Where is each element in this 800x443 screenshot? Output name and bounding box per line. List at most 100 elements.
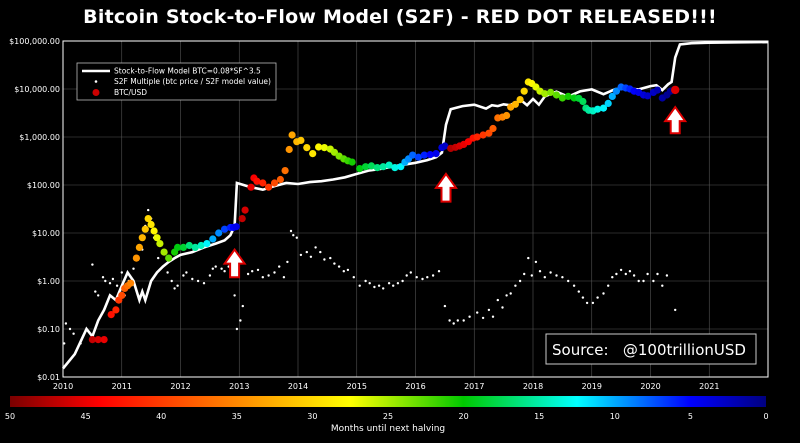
s2f-multiple-point (496, 298, 499, 302)
btc-usd-series (88, 78, 680, 344)
s2f-multiple-point (64, 322, 68, 325)
y-tick-label: $10,000.00 (14, 85, 60, 94)
s2f-multiple-point (261, 276, 264, 279)
s2f-multiple-point (656, 272, 659, 276)
colorbar-tick-label: 50 (5, 412, 15, 421)
s2f-multiple-point (555, 274, 558, 277)
btc-usd-point (160, 248, 168, 256)
s2f-multiple-point (674, 308, 677, 312)
s2f-multiple-series (62, 208, 677, 345)
s2f-multiple-point (387, 282, 391, 285)
s2f-multiple-point (501, 306, 504, 309)
y-tick-label: $100,000.00 (9, 37, 60, 46)
btc-usd-point (520, 87, 528, 95)
btc-usd-point (135, 243, 143, 251)
colorbar-tick-label: 5 (688, 412, 693, 421)
s2f-multiple-point (505, 294, 508, 297)
s2f-multiple-point (476, 311, 479, 314)
s2f-multiple-point (305, 250, 308, 254)
s2f-multiple-point (286, 260, 289, 264)
colorbar-tick-label: 10 (610, 412, 620, 421)
btc-usd-point (503, 111, 511, 120)
s2f-multiple-point (615, 272, 618, 276)
s2f-multiple-point (256, 268, 260, 272)
s2f-multiple-point (382, 287, 385, 290)
s2f-multiple-point (611, 276, 614, 279)
colorbar-tick-label: 20 (459, 412, 469, 421)
btc-usd-point (426, 151, 434, 159)
s2f-multiple-point (392, 284, 395, 287)
s2f-multiple-point (661, 284, 664, 287)
btc-usd-point (100, 336, 108, 344)
btc-usd-point (644, 92, 652, 100)
btc-usd-point (320, 144, 328, 152)
btc-usd-point (112, 306, 120, 314)
btc-usd-point (594, 105, 602, 113)
s2f-multiple-point (223, 270, 226, 273)
btc-usd-point (141, 225, 149, 233)
s2f-multiple-point (282, 276, 286, 279)
s2f-multiple-point (202, 282, 206, 285)
s2f-multiple-point (176, 284, 179, 287)
s2f-multiple-point (591, 301, 595, 305)
colorbar-tick-label: 15 (534, 412, 544, 421)
s2f-multiple-point (543, 276, 546, 279)
s2f-multiple-point (426, 276, 429, 279)
s2f-multiple-point (443, 304, 447, 308)
btc-usd-point (564, 92, 572, 100)
btc-usd-point (362, 163, 370, 171)
s2f-multiple-point (405, 274, 408, 277)
btc-usd-point (241, 206, 249, 214)
s2f-multiple-point (607, 284, 610, 287)
y-tick-label: $10.00 (32, 229, 60, 238)
btc-usd-point (579, 97, 587, 106)
s2f-multiple-point (396, 282, 400, 285)
s2f-multiple-point (251, 270, 254, 273)
s2f-multiple-point (208, 274, 212, 277)
s2f-multiple-point (421, 277, 424, 281)
colorbar-tick-label: 40 (156, 412, 166, 421)
btc-usd-point (348, 158, 356, 166)
x-tick-label: 2019 (582, 382, 602, 391)
btc-usd-point (259, 179, 267, 187)
s2f-multiple-point (267, 274, 270, 277)
y-tick-label: $0.10 (37, 325, 60, 334)
btc-usd-point (253, 177, 261, 185)
btc-usd-point (356, 165, 364, 173)
source-box-frame (545, 333, 757, 365)
s2f-multiple-point (292, 234, 295, 237)
y-axis-ticks: $0.01 $0.10 $1.00 $10.00 $100.00 $1,000.00 $10… (9, 37, 60, 382)
btc-usd-point (297, 136, 305, 144)
s2f-multiple-point (624, 272, 627, 276)
btc-usd-point (309, 150, 317, 158)
x-tick-label: 2014 (288, 382, 308, 391)
btc-usd-point (558, 94, 567, 102)
s2f-multiple-point (132, 267, 135, 270)
btc-usd-point (599, 104, 608, 112)
colorbar-tick-label: 35 (232, 412, 242, 421)
s2f-multiple-point (509, 292, 512, 295)
btc-usd-point (612, 87, 621, 95)
red-dot-point (671, 85, 680, 95)
s2f-multiple-point (108, 282, 112, 285)
s2f-multiple-point (246, 272, 250, 276)
s2f-multiple-point (448, 319, 451, 322)
s2f-multiple-point (637, 279, 640, 283)
btc-usd-point (191, 243, 199, 251)
s2f-multiple-point (191, 277, 194, 281)
btc-usd-point (247, 183, 255, 191)
x-tick-label: 2021 (699, 382, 719, 391)
btc-usd-point (608, 92, 616, 100)
colorbar-tick-label: 25 (383, 412, 393, 421)
colorbar-label: Months until next halving (331, 424, 445, 434)
btc-usd-point (238, 215, 246, 223)
x-tick-label: 2015 (347, 382, 367, 391)
colorbar-strip (10, 396, 766, 407)
s2f-multiple-point (319, 250, 322, 254)
s2f-multiple-point (104, 279, 107, 283)
legend-label-model: Stock-to-Flow Model BTC=0.08*SF^3.5 (114, 67, 261, 76)
btc-usd-point (118, 291, 126, 299)
s2f-multiple-point (120, 271, 124, 274)
s2f-multiple-point (170, 279, 173, 283)
s2f-multiple-point (323, 258, 326, 261)
